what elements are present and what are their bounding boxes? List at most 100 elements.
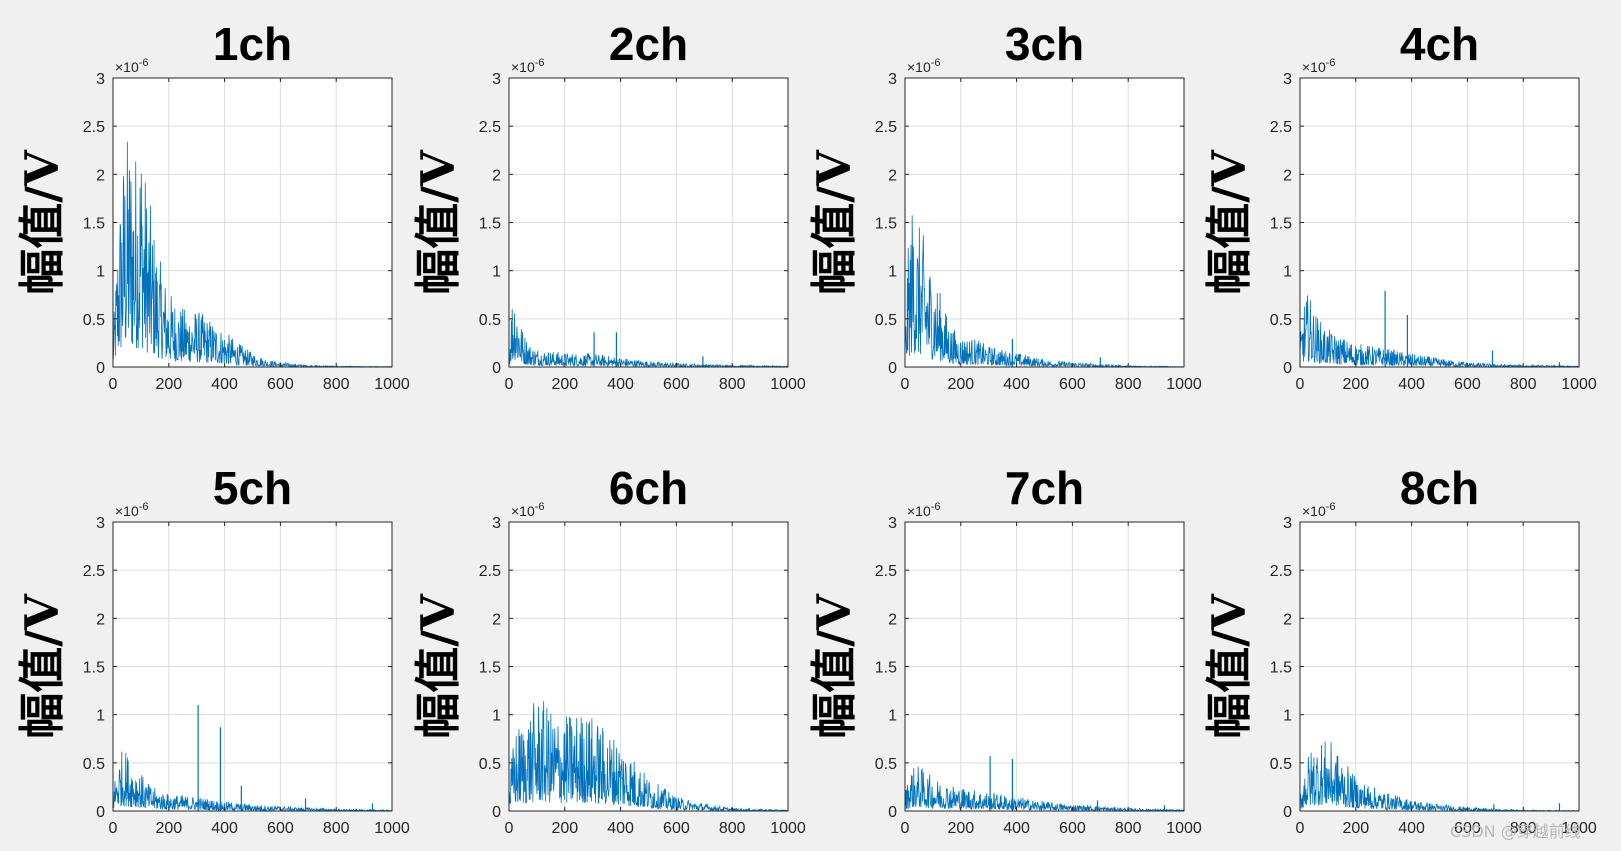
subplot-3ch: 0 200 400 600 800 1000 0 0.5 1 1.5 2 2.5 3 ×10-6 3ch 幅值… [807, 18, 1202, 393]
watermark: CSDN @穿越前线 [1450, 822, 1581, 841]
x-tick-label: 400 [211, 820, 238, 837]
y-tick-label: 0.5 [479, 312, 501, 329]
x-tick-label: 600 [1454, 820, 1481, 837]
y-axis-label: 幅值/V [807, 593, 861, 739]
y-tick-label: 2 [96, 167, 105, 184]
y-axis-label: 幅值/V [15, 149, 69, 295]
y-tick-label: 2 [888, 167, 897, 184]
subplot-title: 6ch [609, 462, 688, 514]
series-line [508, 701, 789, 812]
subplot-7ch: 0 200 400 600 800 1000 0 0.5 1 1.5 2 2.5 3 ×10-6 7ch 幅值… [807, 462, 1202, 837]
x-tick-label: 600 [663, 820, 690, 837]
y-tick-label: 3 [1283, 515, 1292, 532]
x-tick-label: 1000 [374, 820, 410, 837]
x-tick-label: 1000 [374, 376, 410, 393]
x-tick-label: 600 [663, 376, 690, 393]
x-tick-label: 600 [267, 820, 294, 837]
x-tick-label: 600 [267, 376, 294, 393]
y-tick-label: 1 [1283, 264, 1292, 281]
y-tick-label: 0.5 [875, 312, 897, 329]
x-tick-label: 800 [1115, 376, 1142, 393]
subplot-title: 5ch [213, 462, 292, 514]
y-tick-label: 0 [96, 360, 105, 377]
x-tick-label: 600 [1059, 820, 1086, 837]
x-tick-label: 0 [901, 376, 910, 393]
y-axis-label: 幅值/V [15, 593, 69, 739]
subplot-title: 8ch [1400, 462, 1479, 514]
x-tick-label: 400 [1398, 820, 1425, 837]
x-tick-label: 0 [901, 820, 910, 837]
x-tick-label: 200 [551, 820, 578, 837]
x-tick-label: 1000 [1166, 376, 1202, 393]
y-tick-label: 0.5 [83, 756, 105, 773]
y-tick-label: 2.5 [83, 563, 105, 580]
y-tick-label: 0.5 [1270, 312, 1292, 329]
subplot-8ch: 0 200 400 600 800 1000 0 0.5 1 1.5 2 2.5 3 ×10-6 8ch 幅值… [1202, 462, 1597, 837]
y-tick-label: 2 [96, 611, 105, 628]
y-tick-label: 3 [1283, 71, 1292, 88]
x-tick-label: 0 [109, 820, 118, 837]
x-tick-label: 1000 [1561, 820, 1597, 837]
x-tick-label: 1000 [770, 820, 806, 837]
x-tick-label: 800 [1115, 820, 1142, 837]
x-tick-label: 1000 [1166, 820, 1202, 837]
y-tick-label: 1.5 [479, 660, 501, 677]
subplot-1ch: 0 200 400 600 800 1000 0 0.5 1 1.5 2 2.5 3 ×10-6 1ch 幅值… [15, 18, 410, 393]
x-tick-label: 400 [607, 820, 634, 837]
x-tick-label: 800 [323, 820, 350, 837]
y-tick-label: 0 [1283, 360, 1292, 377]
y-tick-label: 2.5 [83, 119, 105, 136]
y-exponent-label: ×10-6 [115, 501, 149, 519]
x-tick-label: 400 [1398, 376, 1425, 393]
y-tick-label: 0 [492, 360, 501, 377]
y-exponent-label: ×10-6 [511, 57, 545, 75]
y-tick-label: 1 [492, 264, 501, 281]
y-exponent-label: ×10-6 [115, 57, 149, 75]
y-axis-label: 幅值/V [1202, 149, 1256, 295]
y-axis-label: 幅值/V [1202, 593, 1256, 739]
x-tick-label: 200 [947, 376, 974, 393]
subplot-5ch: 0 200 400 600 800 1000 0 0.5 1 1.5 2 2.5 3 ×10-6 5ch 幅值… [15, 462, 410, 837]
y-tick-label: 1 [96, 708, 105, 725]
series-line [1299, 295, 1580, 369]
x-tick-label: 200 [1342, 820, 1369, 837]
y-tick-label: 0 [1283, 804, 1292, 821]
x-tick-label: 400 [1003, 820, 1030, 837]
series-line [904, 766, 1185, 813]
x-tick-label: 600 [1059, 376, 1086, 393]
x-tick-label: 400 [211, 376, 238, 393]
x-tick-label: 0 [1296, 376, 1305, 393]
y-axis-label: 幅值/V [411, 149, 465, 295]
y-tick-label: 2 [1283, 167, 1292, 184]
x-tick-label: 1000 [770, 376, 806, 393]
y-exponent-label: ×10-6 [1302, 57, 1336, 75]
y-tick-label: 1.5 [479, 216, 501, 233]
x-tick-label: 400 [1003, 376, 1030, 393]
subplot-title: 1ch [213, 18, 292, 70]
y-tick-label: 0 [492, 804, 501, 821]
y-tick-label: 1 [888, 708, 897, 725]
y-tick-label: 1 [1283, 708, 1292, 725]
x-tick-label: 800 [719, 820, 746, 837]
x-tick-label: 200 [551, 376, 578, 393]
subplot-title: 4ch [1400, 18, 1479, 70]
x-tick-label: 0 [505, 820, 514, 837]
x-tick-label: 200 [155, 820, 182, 837]
x-tick-label: 0 [1296, 820, 1305, 837]
y-tick-label: 3 [96, 515, 105, 532]
x-tick-label: 1000 [1561, 376, 1597, 393]
x-tick-label: 800 [1510, 820, 1537, 837]
x-tick-label: 200 [1342, 376, 1369, 393]
y-tick-label: 1 [492, 708, 501, 725]
y-tick-label: 0 [96, 804, 105, 821]
y-tick-label: 3 [96, 71, 105, 88]
y-tick-label: 3 [888, 515, 897, 532]
subplot-title: 7ch [1005, 462, 1084, 514]
y-tick-label: 2 [1283, 611, 1292, 628]
y-tick-label: 2 [888, 611, 897, 628]
y-tick-label: 3 [492, 515, 501, 532]
y-tick-label: 3 [888, 71, 897, 88]
subplot-title: 2ch [609, 18, 688, 70]
y-tick-label: 1 [888, 264, 897, 281]
